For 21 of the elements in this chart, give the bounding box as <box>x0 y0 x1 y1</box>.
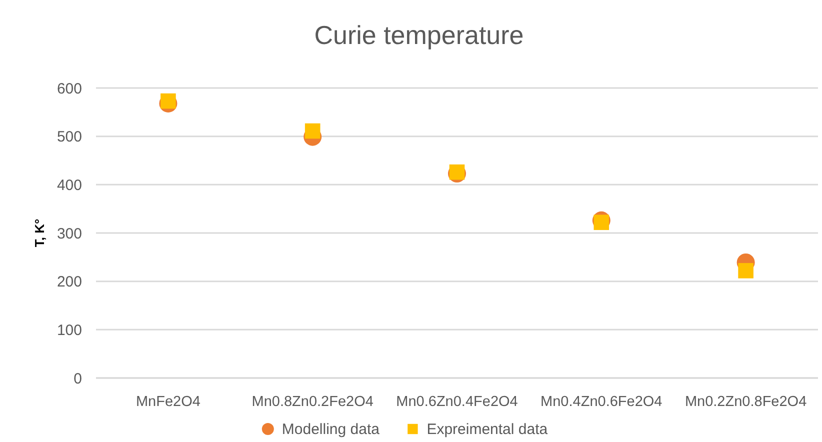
y-tick-label: 300 <box>56 225 82 242</box>
x-tick-label: Mn0.4Zn0.6Fe2O4 <box>540 394 662 410</box>
x-tick-label: MnFe2O4 <box>136 394 200 410</box>
chart-title: Curie temperature <box>314 20 524 50</box>
point <box>304 123 320 139</box>
y-tick-label: 500 <box>56 128 82 146</box>
point <box>160 93 176 109</box>
legend-label: Expreimental data <box>426 421 548 438</box>
point <box>738 263 754 278</box>
y-tick-label: 100 <box>56 322 82 339</box>
legend-label: Modelling data <box>282 421 380 438</box>
x-tick-label: Mn0.6Zn0.4Fe2O4 <box>396 394 518 410</box>
y-tick-label: 0 <box>74 370 82 388</box>
y-tick-label: 400 <box>56 176 82 194</box>
point <box>594 214 610 230</box>
point <box>449 164 465 180</box>
x-tick-label: Mn0.2Zn0.8Fe2O4 <box>684 394 807 410</box>
y-tick-label: 200 <box>56 274 82 291</box>
x-tick-label: Mn0.8Zn0.2Fe2O4 <box>252 394 374 410</box>
y-tick-label: 600 <box>56 80 82 98</box>
y-axis-title: T, K° <box>32 218 47 248</box>
